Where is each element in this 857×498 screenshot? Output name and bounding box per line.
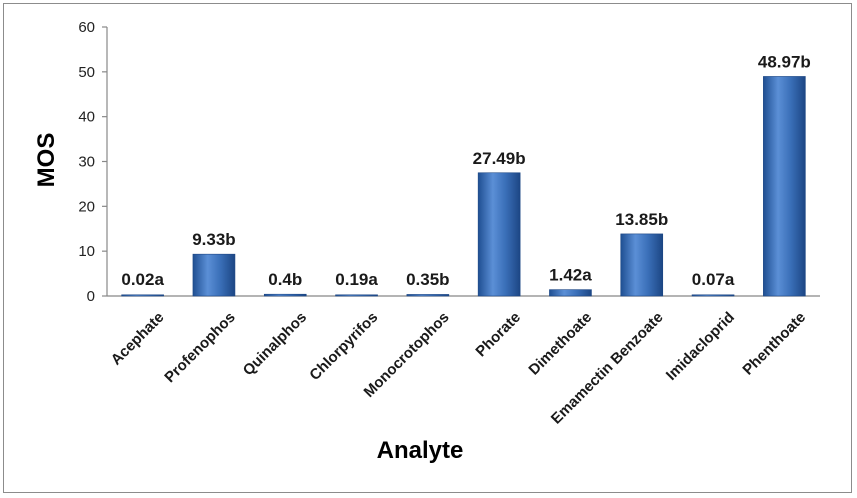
data-label: 0.19a: [335, 270, 378, 289]
y-tick-label: 20: [78, 198, 95, 215]
bar: [121, 294, 164, 297]
bar: [477, 172, 521, 297]
bar: [263, 293, 307, 297]
chart-frame: [3, 3, 852, 493]
x-tick-label: Acephate: [108, 309, 168, 369]
bar: [691, 294, 735, 297]
data-label: 0.4b: [268, 270, 302, 289]
data-label: 9.33b: [192, 230, 235, 249]
x-tick-label: Phenthoate: [739, 309, 809, 379]
x-tick-label: Dimethoate: [525, 309, 595, 379]
data-labels: 0.02a 9.33b 0.4b 0.19a 0.35b 27.49b 1.42a 13.85…: [121, 52, 810, 289]
y-tick-label: 30: [78, 154, 95, 171]
data-label: 0.35b: [406, 270, 449, 289]
y-tick-label: 10: [78, 243, 95, 260]
data-label: 1.42a: [549, 266, 592, 285]
y-tick-label: 40: [78, 109, 95, 126]
x-tick-label: Quinalphos: [240, 309, 310, 379]
data-label: 0.02a: [121, 270, 164, 289]
y-tick-label: 0: [87, 288, 95, 305]
y-axis-title: MOS: [33, 133, 60, 188]
x-tick-label: Profenophos: [161, 309, 238, 386]
bar: [620, 233, 664, 297]
y-tick-label: 50: [78, 64, 95, 81]
x-tick-label: Chlorpyrifos: [306, 309, 381, 384]
x-tick-label: Phorate: [472, 309, 524, 361]
bar: [406, 294, 450, 297]
bar: [335, 294, 378, 297]
data-label: 48.97b: [758, 52, 811, 71]
bars: [121, 76, 806, 297]
y-axis: 0 10 20 30 40 50 60: [78, 19, 108, 305]
x-tick-label: Imidacloprid: [663, 309, 738, 384]
data-label: 13.85b: [615, 210, 668, 229]
x-axis-title: Analyte: [377, 437, 464, 464]
bar: [763, 76, 806, 297]
bar: [192, 253, 236, 297]
data-label: 27.49b: [473, 149, 526, 168]
bar: [549, 289, 592, 297]
y-tick-label: 60: [78, 19, 95, 36]
data-label: 0.07a: [692, 270, 735, 289]
